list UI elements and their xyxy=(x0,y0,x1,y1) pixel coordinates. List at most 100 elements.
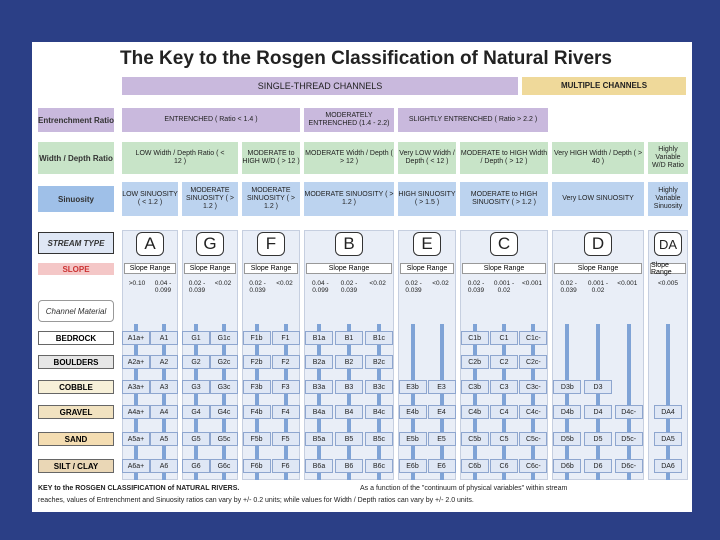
stream-type-cell: C5b xyxy=(460,432,489,446)
stream-type-cell: G2 xyxy=(182,355,210,369)
stream-type-cell: E4b xyxy=(398,405,427,419)
stream-type-cell: B4a xyxy=(305,405,333,419)
stream-type-cell: F4b xyxy=(242,405,271,419)
material-silt-clay: SILT / CLAY xyxy=(38,459,114,473)
stream-type-cell: E3 xyxy=(427,380,456,394)
channel-pipe xyxy=(626,324,631,480)
stream-type-cell: G6 xyxy=(182,459,210,473)
stream-type-cell: C4 xyxy=(490,405,518,419)
stream-type-cell: D3 xyxy=(584,380,612,394)
slope-value: <0.005 xyxy=(657,280,679,287)
channel-pipe xyxy=(439,324,444,480)
stream-type-cell: C5c- xyxy=(519,432,548,446)
stream-type-d: D xyxy=(584,232,612,256)
wd-box-d: Very HIGH Width / Depth ( > 40 ) xyxy=(552,142,644,174)
stream-type-c: C xyxy=(490,232,518,256)
slope-range-e: Slope Range xyxy=(400,263,454,274)
material-sand: SAND xyxy=(38,432,114,446)
slightly-entrenched-box: SLIGHTLY ENTRENCHED ( Ratio > 2.2 ) xyxy=(398,108,548,132)
sinuosity-box-a: LOW SINUOSITY ( < 1.2 ) xyxy=(122,182,178,216)
stream-type-cell: C5 xyxy=(490,432,518,446)
stream-type-cell: D6 xyxy=(584,459,612,473)
footer-line2: reaches, values of Entrenchment and Sinu… xyxy=(38,497,474,504)
stream-type-cell: DA6 xyxy=(654,459,682,473)
stream-type-da: DA xyxy=(654,232,682,256)
material-boulders: BOULDERS xyxy=(38,355,114,369)
sinuosity-box-b: MODERATE SINUOSITY ( > 1.2 ) xyxy=(304,182,394,216)
channel-pipe xyxy=(565,324,570,480)
stream-type-cell: G2c xyxy=(210,355,238,369)
slope-value: 0.02 - 0.039 xyxy=(188,280,206,294)
channel-pipe xyxy=(666,324,670,480)
slope-value: 0.04 - 0.099 xyxy=(312,280,329,294)
wd-box-e: Very LOW Width / Depth ( < 12 ) xyxy=(398,142,456,174)
stream-type-cell: C3b xyxy=(460,380,489,394)
stream-type-cell: B4 xyxy=(335,405,363,419)
stream-type-g: G xyxy=(196,232,224,256)
stream-type-cell: A4 xyxy=(150,405,178,419)
channel-pipe xyxy=(317,324,321,480)
stream-type-cell: D5b xyxy=(553,432,582,446)
stream-type-cell: F3b xyxy=(242,380,271,394)
stream-type-cell: A1a+ xyxy=(122,331,150,345)
slope-range-g: Slope Range xyxy=(184,263,236,274)
slope-value: 0.02 - 0.039 xyxy=(249,280,266,294)
channel-pipe xyxy=(347,324,351,480)
stream-type-cell: B4c xyxy=(365,405,393,419)
slope-value: 0.001 - 0.02 xyxy=(493,280,515,294)
stream-type-cell: B3 xyxy=(335,380,363,394)
wd-box-f: MODERATE to HIGH W/D ( > 12 ) xyxy=(242,142,300,174)
stream-type-cell: C1b xyxy=(460,331,489,345)
entrenched-box: ENTRENCHED ( Ratio < 1.4 ) xyxy=(122,108,300,132)
stream-type-cell: E6 xyxy=(427,459,456,473)
slope-value: <0.02 xyxy=(432,280,449,287)
material-bedrock: BEDROCK xyxy=(38,331,114,345)
stream-type-cell: G4 xyxy=(182,405,210,419)
stream-type-cell: D4b xyxy=(553,405,582,419)
slope-range-f: Slope Range xyxy=(244,263,298,274)
stream-type-cell: D5c- xyxy=(614,432,643,446)
stream-type-cell: B5a xyxy=(305,432,333,446)
sinuosity-label: Sinuosity xyxy=(38,186,114,212)
slope-value: <0.001 xyxy=(617,280,638,287)
stream-type-cell: F1 xyxy=(271,331,300,345)
stream-type-cell: F4 xyxy=(271,405,300,419)
stream-type-cell: G5c xyxy=(210,432,238,446)
stream-type-e: E xyxy=(413,232,441,256)
stream-type-cell: G1 xyxy=(182,331,210,345)
channel-pipe xyxy=(162,324,166,480)
stream-type-b: B xyxy=(335,232,363,256)
stream-type-cell: B6 xyxy=(335,459,363,473)
stream-type-cell: B3c xyxy=(365,380,393,394)
stream-type-cell: G3c xyxy=(210,380,238,394)
stream-type-cell: F5 xyxy=(271,432,300,446)
stream-type-cell: D6c- xyxy=(614,459,643,473)
slope-value: >0.10 xyxy=(128,280,146,287)
stream-type-cell: A2a+ xyxy=(122,355,150,369)
wd-box-da: Highly Variable W/D Ratio xyxy=(648,142,688,174)
stream-type-a: A xyxy=(136,232,164,256)
stream-type-cell: F2b xyxy=(242,355,271,369)
stream-type-cell: B6a xyxy=(305,459,333,473)
stream-type-cell: B5 xyxy=(335,432,363,446)
footer-right: As a function of the "continuum of physi… xyxy=(360,485,568,492)
stream-type-cell: B2c xyxy=(365,355,393,369)
channel-pipe xyxy=(410,324,415,480)
stream-type-cell: A5 xyxy=(150,432,178,446)
wd-box-c: MODERATE to HIGH Width / Depth ( > 12 ) xyxy=(460,142,548,174)
stream-type-cell: E4 xyxy=(427,405,456,419)
stream-type-cell: DA4 xyxy=(654,405,682,419)
stream-type-cell: C4c- xyxy=(519,405,548,419)
channel-material-label: Channel Material xyxy=(38,300,114,322)
sinuosity-box-da: Highly Variable Sinuosity xyxy=(648,182,688,216)
stream-type-cell: DA5 xyxy=(654,432,682,446)
footer-left: KEY to the ROSGEN CLASSIFICATION of NATU… xyxy=(38,485,240,492)
slope-range-da: Slope Range xyxy=(650,262,686,276)
sinuosity-box-e: HIGH SINUOSITY ( > 1.5 ) xyxy=(398,182,456,216)
stream-type-cell: B6c xyxy=(365,459,393,473)
slope-value: <0.02 xyxy=(276,280,293,287)
channel-pipe xyxy=(222,324,226,480)
stream-type-cell: C3c- xyxy=(519,380,548,394)
stream-type-cell: D3b xyxy=(553,380,582,394)
slope-value: <0.02 xyxy=(369,280,386,287)
